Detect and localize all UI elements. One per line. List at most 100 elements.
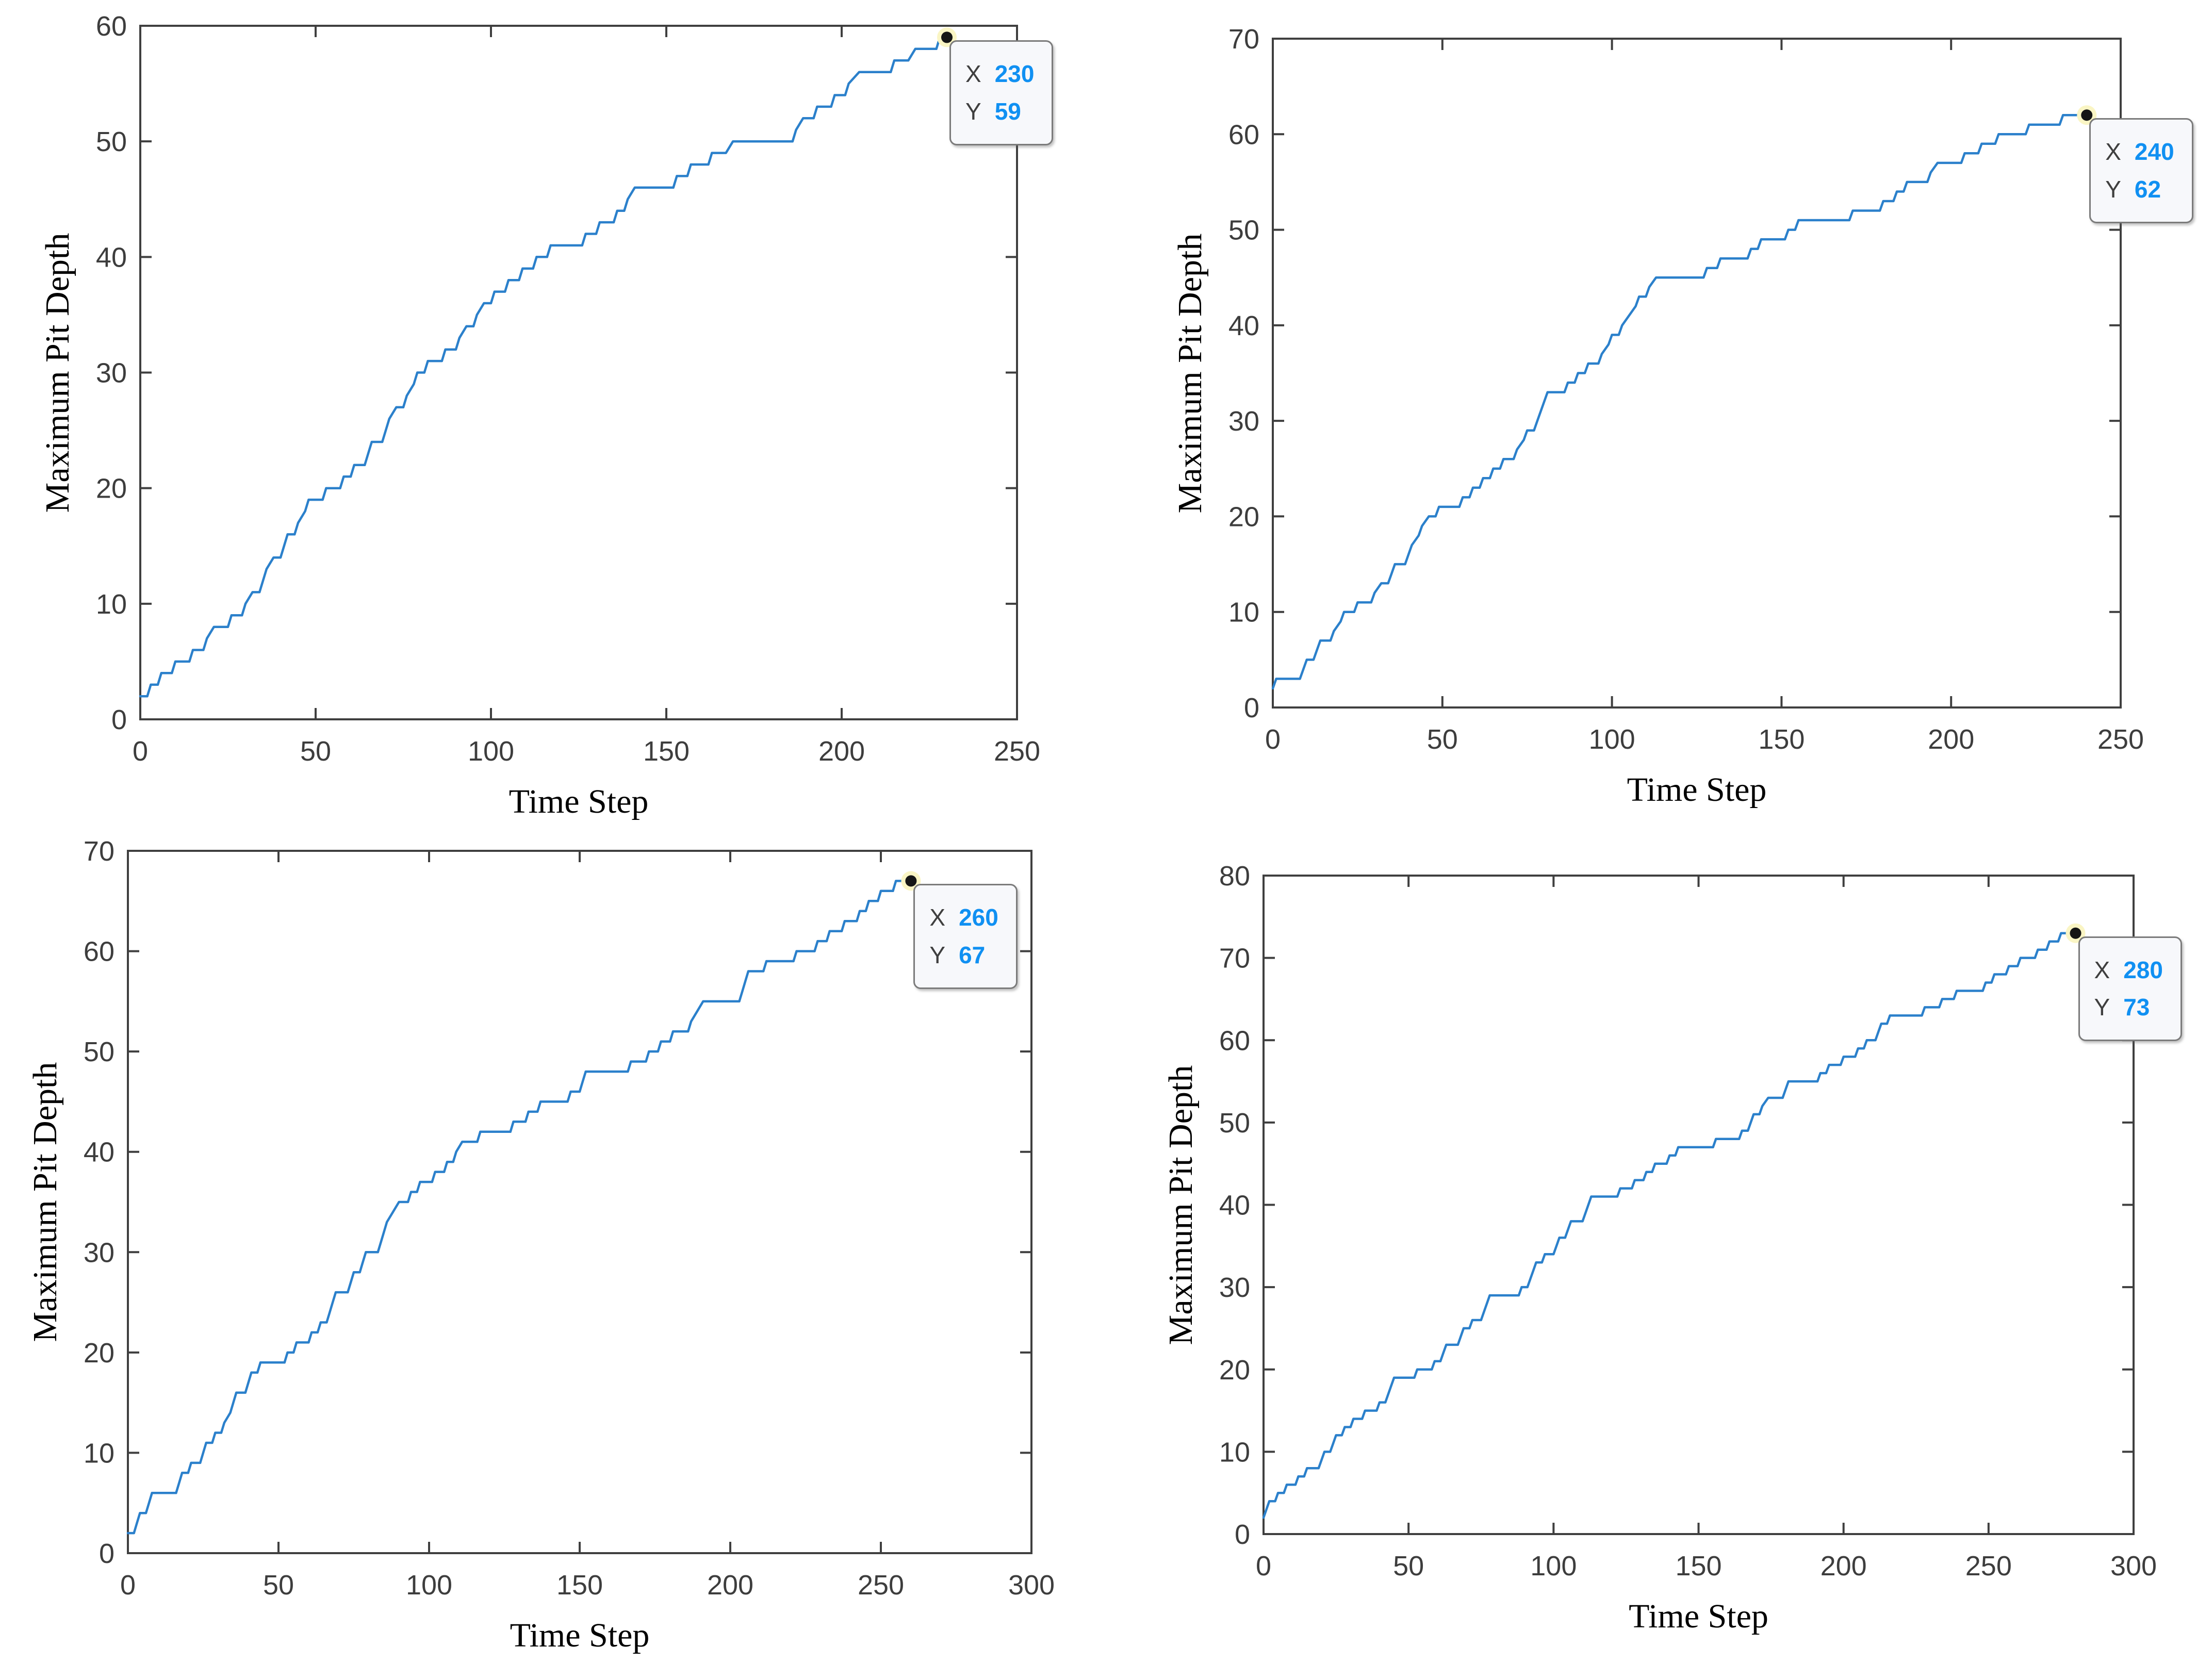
x-tick-label: 50 <box>1393 1551 1424 1582</box>
datatip-marker[interactable] <box>905 875 917 887</box>
x-tick-label: 300 <box>2110 1551 2157 1582</box>
datatip-x-value: 230 <box>994 60 1035 88</box>
axes-top-right: 0 50 100 150 200 250 0 10 20 30 40 50 60 70 <box>1228 24 2144 755</box>
y-tick-label: 50 <box>84 1036 114 1067</box>
datatip-x-value: 260 <box>959 904 998 931</box>
y-tick-label: 30 <box>96 358 127 389</box>
y-tick-label: 30 <box>84 1237 114 1268</box>
series-line[interactable] <box>139 36 948 698</box>
datatip-y-row: Y 59 <box>965 93 1034 130</box>
x-tick-label: 250 <box>994 736 1040 767</box>
y-tick-label: 10 <box>1228 597 1259 628</box>
x-tick-label: 200 <box>707 1570 753 1601</box>
y-tick-label: 70 <box>1219 943 1250 974</box>
y-tick-label: 0 <box>99 1538 114 1569</box>
y-tick-label: 70 <box>84 836 114 867</box>
datatip-y-row: Y 62 <box>2105 171 2174 208</box>
axes-bottom-right: 0 50 100 150 200 250 300 0 10 20 30 40 50 60 70 80 <box>1219 861 2157 1582</box>
y-tick-label: 40 <box>84 1137 114 1168</box>
datatip-x-row: X 280 <box>2094 951 2163 989</box>
y-tick-label: 60 <box>84 936 114 967</box>
series-line[interactable] <box>126 880 912 1535</box>
y-tick-label: 60 <box>1228 119 1259 150</box>
series-line[interactable] <box>1262 932 2077 1519</box>
datatip-y-value: 67 <box>959 942 986 969</box>
datatip-x-label: X <box>2094 956 2110 983</box>
axes-box <box>139 25 1018 720</box>
datatip-y-row: Y 73 <box>2094 989 2163 1026</box>
axes-bottom-left: 0 50 100 150 200 250 300 0 10 20 30 40 50 60 70 <box>84 836 1055 1601</box>
x-tick-label: 150 <box>643 736 690 767</box>
datatip-x-row: X 230 <box>965 55 1034 93</box>
y-tick-label: 60 <box>96 11 127 42</box>
datatip-y-label: Y <box>965 98 981 125</box>
datatip-y-value: 73 <box>2123 994 2150 1021</box>
x-tick-label: 150 <box>1758 724 1805 755</box>
y-tick-label: 30 <box>1219 1272 1250 1303</box>
datatip[interactable]: X 280 Y 73 <box>2078 936 2182 1042</box>
datatip[interactable]: X 240 Y 62 <box>2089 118 2193 223</box>
x-tick-label: 250 <box>1965 1551 2012 1582</box>
y-tick-label: 30 <box>1228 406 1259 437</box>
datatip-x-label: X <box>2105 138 2121 166</box>
axes-box <box>127 850 1032 1554</box>
datatip-marker[interactable] <box>2070 927 2081 939</box>
x-tick-label: 50 <box>300 736 331 767</box>
y-tick-label: 0 <box>111 704 127 735</box>
x-tick-label: 200 <box>1928 724 1974 755</box>
y-tick-label: 80 <box>1219 861 1250 892</box>
y-tick-label: 0 <box>1235 1519 1250 1550</box>
series-line[interactable] <box>1271 113 2088 690</box>
axes-top-left: 0 50 100 150 200 250 0 10 20 30 40 50 60 <box>96 11 1040 767</box>
x-tick-label: 0 <box>1256 1551 1271 1582</box>
y-tick-label: 40 <box>96 242 127 273</box>
x-tick-label: 200 <box>818 736 865 767</box>
x-tick-label: 100 <box>1589 724 1635 755</box>
y-tick-label: 20 <box>84 1338 114 1369</box>
datatip-x-label: X <box>965 60 981 88</box>
y-tick-label: 40 <box>1219 1190 1250 1221</box>
y-tick-label: 70 <box>1228 24 1259 55</box>
x-tick-label: 150 <box>1675 1551 1721 1582</box>
x-tick-label: 100 <box>468 736 514 767</box>
datatip-y-value: 59 <box>994 98 1021 125</box>
y-tick-label: 40 <box>1228 310 1259 341</box>
y-tick-label: 20 <box>1219 1355 1250 1386</box>
y-tick-label: 50 <box>96 126 127 157</box>
x-tick-label: 200 <box>1821 1551 1867 1582</box>
x-tick-label: 300 <box>1008 1570 1055 1601</box>
x-tick-label: 0 <box>133 736 148 767</box>
datatip[interactable]: X 230 Y 59 <box>949 40 1054 145</box>
datatip-x-value: 240 <box>2134 138 2174 166</box>
y-tick-label: 10 <box>1219 1437 1250 1468</box>
x-tick-label: 250 <box>2097 724 2144 755</box>
y-tick-label: 10 <box>96 589 127 620</box>
y-tick-label: 10 <box>84 1438 114 1469</box>
datatip-x-value: 280 <box>2123 956 2163 983</box>
x-tick-label: 50 <box>263 1570 294 1601</box>
y-tick-label: 20 <box>96 473 127 504</box>
x-tick-label: 250 <box>858 1570 904 1601</box>
y-tick-label: 50 <box>1228 215 1259 246</box>
x-tick-label: 0 <box>1265 724 1281 755</box>
x-tick-label: 0 <box>120 1570 136 1601</box>
datatip-y-label: Y <box>2105 175 2121 203</box>
y-tick-label: 50 <box>1219 1108 1250 1139</box>
x-tick-label: 100 <box>406 1570 452 1601</box>
datatip-y-label: Y <box>2094 994 2110 1021</box>
datatip-marker[interactable] <box>2081 109 2093 121</box>
y-tick-label: 0 <box>1244 693 1259 723</box>
x-tick-label: 150 <box>556 1570 603 1601</box>
datatip[interactable]: X 260 Y 67 <box>913 884 1018 989</box>
x-tick-label: 100 <box>1530 1551 1577 1582</box>
datatip-y-label: Y <box>929 942 946 969</box>
y-tick-label: 60 <box>1219 1025 1250 1056</box>
datatip-x-row: X 240 <box>2105 133 2174 171</box>
datatip-x-row: X 260 <box>929 899 998 936</box>
datatip-marker[interactable] <box>941 31 953 43</box>
axes-box <box>1272 38 2122 709</box>
x-tick-label: 50 <box>1427 724 1458 755</box>
datatip-y-value: 62 <box>2134 175 2161 203</box>
